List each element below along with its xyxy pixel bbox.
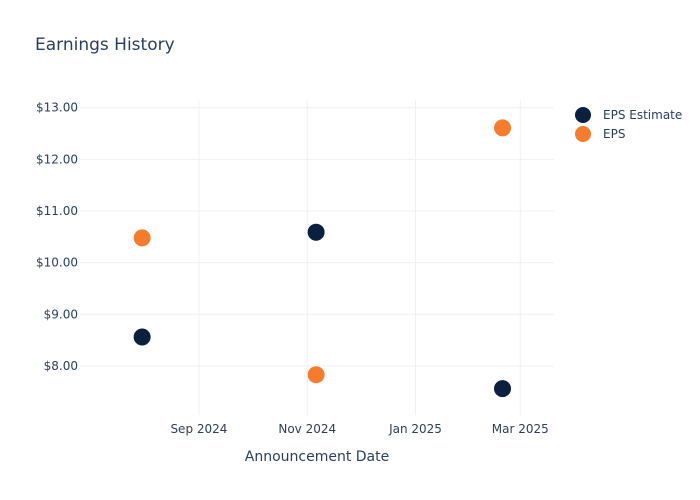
data-point[interactable] — [493, 379, 513, 399]
x-tick-label: Mar 2025 — [492, 422, 549, 436]
data-point[interactable] — [493, 118, 513, 138]
chart-title: Earnings History — [35, 35, 175, 55]
y-tick-label: $12.00 — [36, 152, 78, 166]
legend-marker — [575, 107, 591, 123]
series-eps-estimate — [132, 222, 513, 399]
y-tick-label: $13.00 — [36, 101, 78, 115]
data-points — [132, 118, 513, 399]
y-axis-ticks: $8.00 $9.00 $10.00 $11.00 $12.00 $13.00 — [36, 101, 78, 373]
series-eps — [132, 118, 513, 385]
data-point[interactable] — [306, 222, 326, 242]
x-tick-label: Jan 2025 — [388, 422, 442, 436]
x-axis-ticks: Sep 2024 Nov 2024 Jan 2025 Mar 2025 — [170, 422, 548, 436]
x-axis-title: Announcement Date — [245, 449, 389, 465]
data-point[interactable] — [132, 228, 152, 248]
y-tick-label: $8.00 — [44, 359, 78, 373]
x-tick-label: Nov 2024 — [278, 422, 336, 436]
legend: EPS Estimate EPS — [575, 107, 682, 142]
data-point[interactable] — [306, 365, 326, 385]
legend-label: EPS — [603, 127, 625, 141]
legend-label: EPS Estimate — [603, 108, 682, 122]
y-tick-label: $9.00 — [44, 307, 78, 321]
gridlines — [80, 100, 554, 415]
x-tick-label: Sep 2024 — [170, 422, 227, 436]
y-tick-label: $11.00 — [36, 204, 78, 218]
legend-marker — [575, 126, 591, 142]
data-point[interactable] — [132, 327, 152, 347]
y-tick-label: $10.00 — [36, 256, 78, 270]
